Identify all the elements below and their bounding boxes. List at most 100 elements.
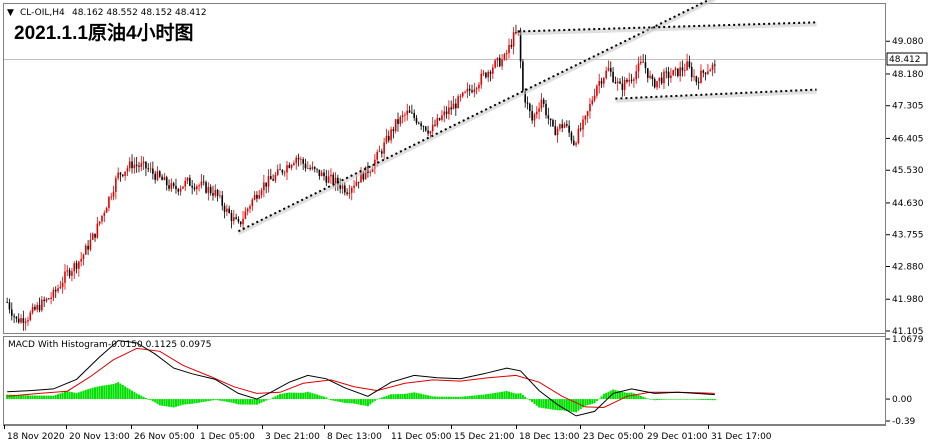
macd-histogram-bar <box>484 394 487 400</box>
candle <box>494 58 496 69</box>
trendlines-layer <box>237 0 817 236</box>
candle <box>431 117 434 135</box>
candle <box>540 93 543 112</box>
macd-histogram-bar <box>538 399 541 408</box>
macd-histogram-bar <box>563 399 566 411</box>
macd-histogram-bar <box>325 397 328 400</box>
candle <box>529 102 531 118</box>
macd-histogram-bar <box>514 393 517 400</box>
candle <box>577 124 580 145</box>
candle <box>510 39 513 49</box>
candle <box>219 190 221 199</box>
candle <box>101 215 103 225</box>
candle <box>707 63 709 76</box>
candle <box>660 72 663 85</box>
ohlc-label: 48.162 48.552 48.152 48.412 <box>72 8 207 18</box>
candle <box>653 77 656 89</box>
macd-histogram-bar <box>584 399 587 406</box>
macd-histogram-bar <box>713 399 716 401</box>
candle <box>404 112 406 122</box>
macd-histogram-bar <box>339 399 342 402</box>
candle <box>656 81 658 91</box>
candle <box>27 316 29 326</box>
candle <box>688 55 691 69</box>
candle <box>135 156 138 173</box>
macd-histogram-bar <box>665 399 668 400</box>
macd-histogram-bar <box>348 399 351 404</box>
macd-histogram-bar <box>151 399 154 402</box>
candle <box>117 167 119 181</box>
macd-histogram-bar <box>288 392 291 400</box>
time-tick-label: 26 Nov 05:00 <box>134 432 195 442</box>
candle <box>547 107 550 125</box>
macd-histogram-bar <box>489 393 492 400</box>
macd-histogram-bar <box>218 399 221 401</box>
candle <box>163 173 166 181</box>
candle <box>221 190 224 211</box>
macd-histogram-bar <box>225 399 228 402</box>
candle <box>406 103 409 121</box>
candle <box>344 182 346 196</box>
candle <box>112 185 115 201</box>
macd-histogram-bar <box>619 391 622 400</box>
macd-histogram-bar <box>565 399 568 411</box>
candle <box>492 64 494 80</box>
candle <box>64 264 66 290</box>
macd-histogram-bar <box>128 389 131 400</box>
candle <box>179 185 182 196</box>
time-tick-label: 18 Dec 13:00 <box>519 432 580 442</box>
candle <box>464 90 466 94</box>
macd-histogram-bar <box>172 399 175 408</box>
candle <box>29 310 32 322</box>
macd-histogram-bar <box>154 399 157 403</box>
candle <box>131 154 133 174</box>
macd-histogram-bar <box>61 392 64 400</box>
candle <box>36 302 39 313</box>
candle <box>633 77 635 88</box>
trendline-top-line[interactable] <box>518 21 817 36</box>
candle <box>568 120 570 138</box>
candle <box>142 156 145 170</box>
candle <box>13 313 15 323</box>
candle <box>71 268 73 282</box>
macd-histogram-bar <box>82 390 85 400</box>
macd-histogram-bar <box>334 399 337 402</box>
macd-histogram-bar <box>459 396 462 400</box>
macd-histogram-bar <box>6 394 9 400</box>
candle <box>596 84 598 99</box>
macd-line <box>7 340 715 417</box>
symbol-label: CL-OIL,H4 <box>20 8 65 18</box>
menu-arrow-icon[interactable]: ▼ <box>7 8 14 18</box>
trendline-rising-support[interactable] <box>237 0 716 236</box>
macd-histogram-bar <box>133 392 136 400</box>
candle <box>276 164 279 177</box>
macd-histogram-bar <box>445 396 448 400</box>
price-tick-label: 46.405 <box>892 134 924 144</box>
macd-histogram-bar <box>281 393 284 400</box>
candle <box>124 171 126 181</box>
price-tick-label: 41.980 <box>892 295 924 305</box>
macd-histogram-bar <box>669 399 672 400</box>
candle <box>253 191 256 201</box>
candle <box>38 297 41 313</box>
candle <box>152 161 154 180</box>
time-tick-label: 11 Dec 05:00 <box>391 432 452 442</box>
candle <box>202 175 205 186</box>
time-tick-label: 1 Dec 05:00 <box>200 432 255 442</box>
macd-histogram-bar <box>686 399 689 400</box>
annotation-title: 2021.1.1原油4小时图 <box>14 22 194 44</box>
macd-histogram-bar <box>8 394 11 400</box>
candle <box>242 210 244 231</box>
candle <box>549 118 552 127</box>
trendline-consolidation-bottom[interactable] <box>615 88 817 103</box>
candle <box>401 110 404 124</box>
candle <box>378 145 381 153</box>
candle <box>579 122 582 132</box>
macd-tick-label: 0.00 <box>892 395 912 405</box>
macd-histogram-bar <box>304 392 307 400</box>
candle <box>443 105 446 123</box>
candle <box>270 168 272 180</box>
candle <box>408 105 411 113</box>
macd-histogram-bar <box>575 399 578 413</box>
